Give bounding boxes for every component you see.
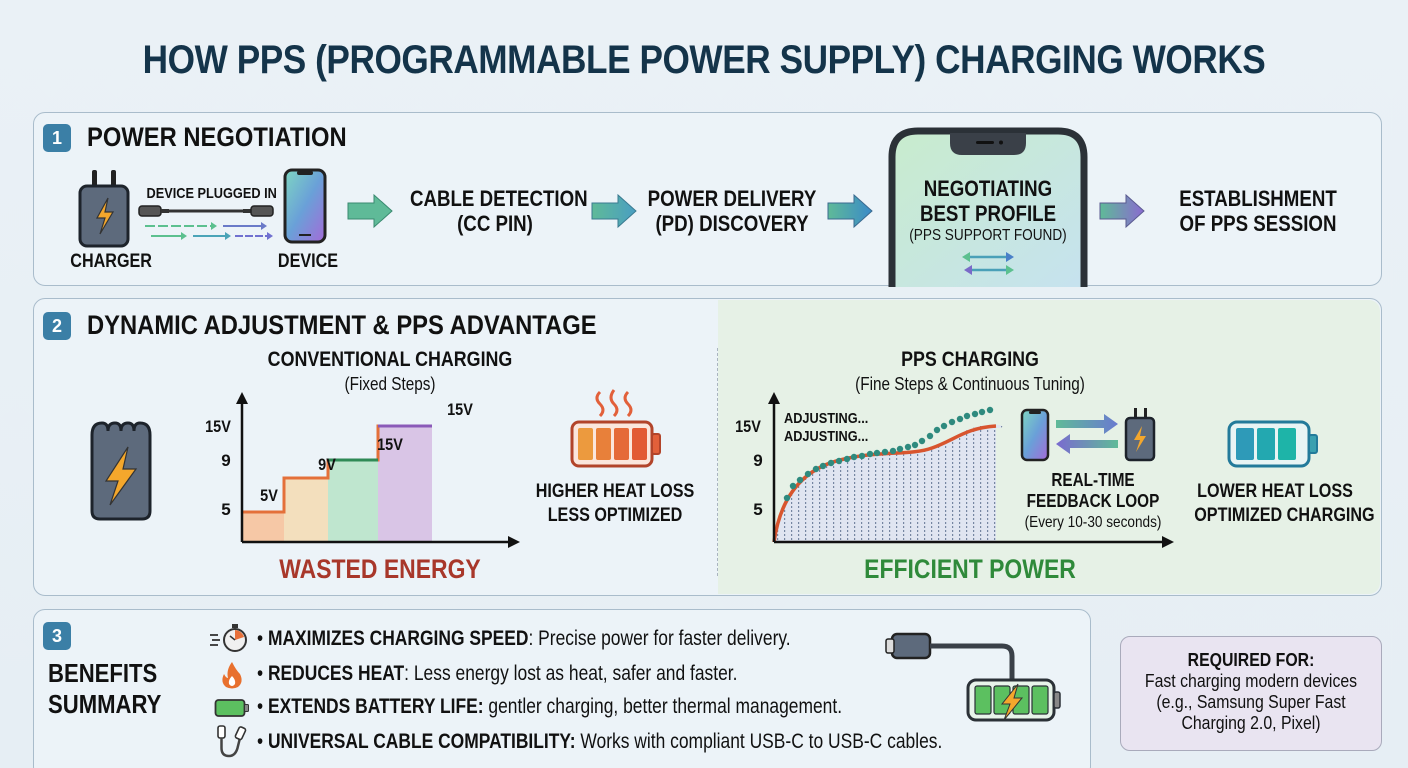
feedback-loop-icon: [1020, 408, 1166, 464]
section-title: DYNAMIC ADJUSTMENT & PPS ADVANTAGE: [87, 310, 597, 340]
page-title: HOW PPS (PROGRAMMABLE POWER SUPPLY) CHAR…: [142, 38, 1266, 82]
cable-label: DEVICE PLUGGED IN: [146, 185, 277, 202]
charger-label: CHARGER: [70, 251, 152, 272]
section-power-negotiation: [33, 112, 1382, 286]
battery-icon: [214, 698, 250, 718]
benefit-item: • REDUCES HEAT: Less energy lost as heat…: [257, 662, 738, 685]
step-label-15v-top: 15V: [447, 400, 473, 419]
step-label-15v: 15V: [377, 435, 403, 454]
ytick-9: 9: [221, 451, 231, 470]
lower-heat-loss-label: LOWER HEAT LOSS OPTIMIZED CHARGING: [1194, 481, 1375, 526]
conventional-title: CONVENTIONAL CHARGING: [267, 348, 513, 371]
flow-arrow-icon: [826, 193, 874, 229]
pps-chart: [760, 390, 1180, 560]
feedback-loop-label: REAL-TIME FEEDBACK LOOP (Every 10-30 sec…: [1024, 470, 1162, 531]
section-number-badge: 2: [43, 312, 71, 340]
stopwatch-icon: [208, 623, 252, 653]
step-label-9v: 9V: [318, 455, 336, 474]
flame-icon: [220, 660, 244, 690]
step-negotiating: NEGOTIATING BEST PROFILE (PPS SUPPORT FO…: [909, 176, 1067, 244]
required-for-box: [1120, 636, 1382, 751]
charger-icon: [78, 168, 130, 248]
hot-battery-icon: [568, 388, 664, 470]
higher-heat-loss-label: HIGHER HEAT LOSS LESS OPTIMIZED: [535, 481, 695, 526]
ytick-5: 5: [221, 500, 231, 519]
flow-arrow-icon: [1098, 193, 1146, 229]
ytick-5: 5: [753, 500, 763, 519]
step-pd-discovery: POWER DELIVERY (PD) DISCOVERY: [647, 186, 817, 236]
cool-battery-icon: [1226, 419, 1322, 469]
step-establishment: ESTABLISHMENT OF PPS SESSION: [1179, 186, 1337, 236]
step-label-5v: 5V: [260, 486, 278, 505]
conventional-chart: [200, 390, 530, 560]
benefit-item: • UNIVERSAL CABLE COMPATIBILITY: Works w…: [257, 730, 943, 753]
bidirectional-arrows-icon: [960, 250, 1016, 278]
usb-cable-icon: [137, 204, 275, 244]
wasted-energy-caption: WASTED ENERGY: [279, 554, 481, 584]
negotiating-phone-icon: [888, 127, 1088, 287]
ytick-15v: 15V: [735, 417, 761, 436]
ytick-9: 9: [753, 451, 763, 470]
section-number-badge: 1: [43, 124, 71, 152]
pps-subtitle: (Fine Steps & Continuous Tuning): [855, 374, 1085, 394]
conventional-subtitle: (Fixed Steps): [344, 374, 436, 394]
usb-cable-icon: [214, 724, 250, 760]
pps-title: PPS CHARGING: [901, 348, 1039, 371]
battery-charging-icon: [88, 415, 154, 523]
benefits-summary-title: BENEFITS SUMMARY: [48, 658, 162, 719]
required-for-text: REQUIRED FOR: Fast charging modern devic…: [1144, 650, 1358, 733]
step-cable-detection: CABLE DETECTION (CC PIN): [410, 186, 588, 236]
section-number-badge: 3: [43, 622, 71, 650]
charging-battery-icon: [884, 628, 1064, 728]
benefit-item: • EXTENDS BATTERY LIFE: gentler charging…: [257, 695, 843, 718]
benefit-item: • MAXIMIZES CHARGING SPEED: Precise powe…: [257, 627, 791, 650]
adjusting-annotation: ADJUSTING... ADJUSTING...: [784, 410, 869, 445]
phone-icon: [283, 168, 327, 244]
device-label: DEVICE: [277, 251, 339, 272]
divider: [717, 348, 718, 576]
section-title: POWER NEGOTIATION: [87, 122, 347, 152]
flow-arrow-icon: [346, 193, 394, 229]
ytick-15v: 15V: [205, 417, 231, 436]
efficient-power-caption: EFFICIENT POWER: [864, 554, 1076, 584]
flow-arrow-icon: [590, 193, 638, 229]
